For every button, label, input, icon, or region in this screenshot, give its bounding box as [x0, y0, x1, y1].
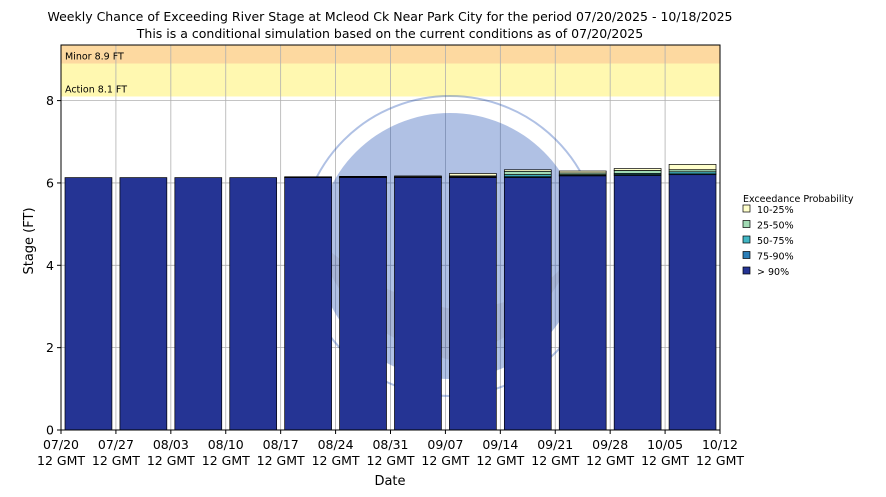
x-tick-label: 08/31	[372, 437, 408, 452]
bar-segment	[339, 177, 387, 431]
x-tick-label: 10/05	[647, 437, 683, 452]
x-tick-label: 12 GMT	[531, 453, 579, 468]
threshold-label: Action 8.1 FT	[65, 84, 127, 95]
x-tick-label: 09/21	[537, 437, 573, 452]
legend-item-label: > 90%	[757, 267, 789, 278]
x-tick-label: 08/17	[263, 437, 299, 452]
bar-segment	[119, 177, 168, 431]
x-tick-label: 12 GMT	[37, 453, 85, 468]
chart-subtitle: This is a conditional simulation based o…	[136, 26, 643, 41]
legend-swatch	[742, 204, 751, 213]
x-tick-label: 07/27	[98, 437, 134, 452]
x-tick-label: 12 GMT	[92, 453, 140, 468]
x-tick-label: 12 GMT	[696, 453, 744, 468]
x-tick-label: 12 GMT	[147, 453, 195, 468]
legend-item-label: 10-25%	[757, 205, 794, 216]
legend-swatch	[742, 266, 751, 275]
legend: Exceedance Probability 10-25% 25-50% 50-75…	[742, 194, 854, 278]
bar-segment	[613, 175, 662, 431]
x-tick-label: 10/12	[702, 437, 738, 452]
x-tick-label: 09/14	[482, 437, 518, 452]
x-tick-label: 07/20	[43, 437, 79, 452]
x-tick-label: 12 GMT	[641, 453, 689, 468]
bar-segment	[503, 177, 552, 431]
bar-segment	[394, 177, 442, 431]
legend-swatch	[742, 235, 751, 244]
bar-segment	[284, 177, 332, 431]
x-tick-label: 12 GMT	[586, 453, 634, 468]
x-tick-label: 12 GMT	[202, 453, 250, 468]
grid-lines	[61, 45, 720, 430]
x-tick-label: 09/28	[592, 437, 628, 452]
y-tick-label: 8	[46, 93, 54, 108]
x-axis-label: Date	[374, 474, 405, 489]
bar-segment	[668, 174, 717, 431]
bar-segment	[613, 170, 662, 174]
threshold-label: Minor 8.9 FT	[65, 52, 124, 63]
x-tick-label: 12 GMT	[257, 453, 305, 468]
bar-segment	[503, 171, 552, 176]
y-tick-label: 4	[46, 258, 54, 273]
y-tick-label: 0	[46, 423, 54, 438]
x-tick-label: 12 GMT	[367, 453, 415, 468]
y-axis-label: Stage (FT)	[22, 207, 37, 274]
bar-segment	[229, 177, 278, 431]
x-tick-label: 08/03	[153, 437, 189, 452]
y-axis: 0 2 4 6 8	[46, 93, 61, 438]
stacked-bars	[64, 164, 717, 431]
legend-swatch	[742, 251, 751, 259]
x-tick-label: 12 GMT	[421, 453, 469, 468]
legend-swatch	[742, 220, 751, 228]
bar-segment	[449, 177, 497, 431]
legend-title: Exceedance Probability	[743, 194, 854, 205]
bar-segment	[174, 177, 223, 431]
x-tick-label: 08/10	[208, 437, 244, 452]
x-tick-label: 08/24	[318, 437, 354, 452]
bar-segment	[558, 175, 607, 431]
legend-item-label: 50-75%	[757, 236, 794, 247]
chart-title: Weekly Chance of Exceeding River Stage a…	[47, 9, 732, 24]
bar-segment	[64, 177, 113, 431]
y-tick-label: 2	[46, 340, 54, 355]
threshold-labels: Minor 8.9 FT Action 8.1 FT	[65, 52, 127, 96]
x-tick-label: 09/07	[427, 437, 463, 452]
legend-item-label: 25-50%	[757, 221, 794, 232]
legend-item-label: 75-90%	[757, 252, 794, 263]
bar-segment	[449, 173, 497, 177]
x-tick-label: 12 GMT	[476, 453, 524, 468]
x-tick-label: 12 GMT	[312, 453, 360, 468]
bar-segment	[668, 164, 717, 171]
y-tick-label: 6	[46, 175, 54, 190]
